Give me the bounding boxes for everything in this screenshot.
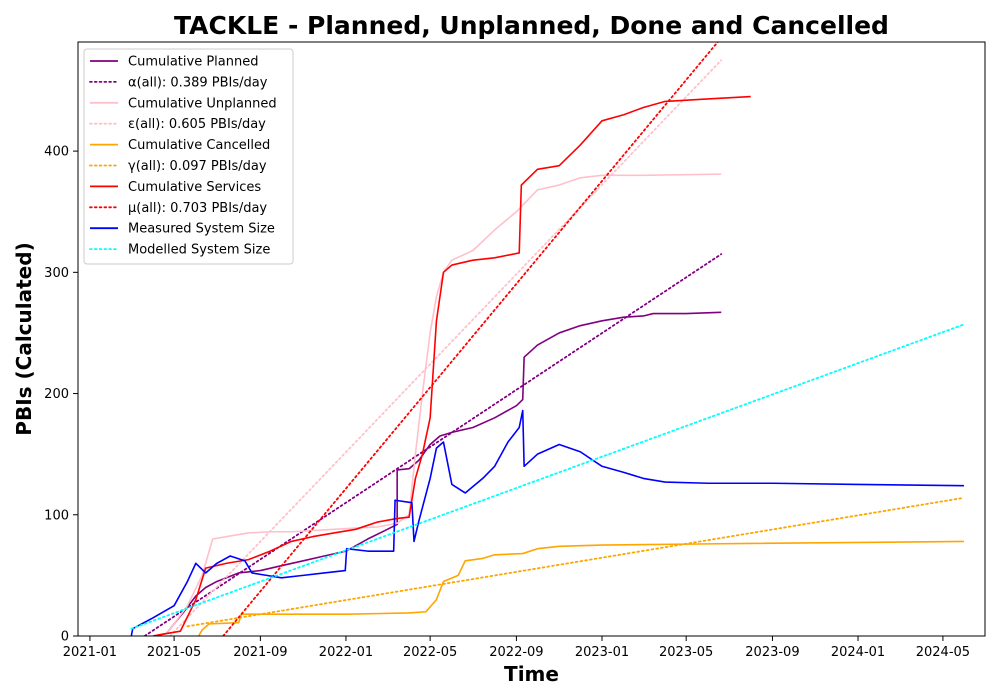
series-group [130,42,965,636]
y-tick-label: 400 [44,145,69,160]
x-tick-label: 2023-05 [659,645,713,660]
legend-label-0: Cumulative Planned [128,55,258,70]
x-tick-label: 2022-09 [489,645,543,660]
x-tick-label: 2024-01 [831,645,885,660]
series-line-7 [222,42,719,636]
series-line-1 [143,253,723,636]
y-tick-label: 100 [44,508,69,523]
legend-label-3: ε(all): 0.605 PBIs/day [128,117,266,132]
legend-label-8: Measured System Size [128,222,275,237]
x-tick-label: 2023-09 [745,645,799,660]
series-line-6 [152,95,751,636]
y-tick-label: 200 [44,387,69,402]
x-tick-label: 2021-01 [63,645,117,660]
plot-frame [77,41,986,637]
legend: Cumulative Planned α(all): 0.389 PBIs/day… [83,48,294,265]
legend-label-5: γ(all): 0.097 PBIs/day [128,159,267,174]
x-tick-label: 2022-01 [319,645,373,660]
y-tick-label: 0 [61,630,69,645]
series-line-0 [152,311,722,636]
y-axis-title: PBIs (Calculated) [12,242,36,435]
legend-label-4: Cumulative Cancelled [128,138,270,153]
x-tick-label: 2022-05 [403,645,457,660]
series-line-9 [130,323,965,630]
legend-label-6: Cumulative Services [128,180,261,195]
series-line-5 [186,496,965,628]
series-line-4 [197,540,964,636]
x-axis-title: Time [504,662,559,686]
legend-box [83,48,294,265]
series-line-3 [168,59,723,636]
plot-area: 2021-01 2021-05 2021-09 2022-01 2022-05 2022-… [44,41,986,660]
legend-label-2: Cumulative Unplanned [128,96,277,111]
x-tick-label: 2021-09 [233,645,287,660]
x-tick-label: 2023-01 [575,645,629,660]
legend-label-7: μ(all): 0.703 PBIs/day [128,201,267,216]
x-tick-label: 2024-05 [916,645,970,660]
x-tick-label: 2021-05 [147,645,201,660]
legend-label-1: α(all): 0.389 PBIs/day [128,75,268,90]
legend-label-9: Modelled System Size [128,243,270,258]
y-tick-label: 300 [44,266,69,281]
series-line-8 [130,409,964,636]
chart-title: TACKLE - Planned, Unplanned, Done and Ca… [174,11,889,40]
